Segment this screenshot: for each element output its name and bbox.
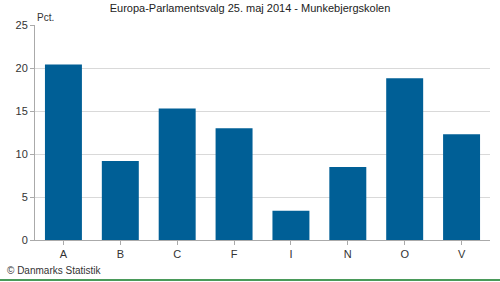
svg-text:5: 5	[22, 191, 28, 203]
svg-text:N: N	[344, 248, 352, 260]
svg-text:I: I	[289, 248, 292, 260]
svg-text:O: O	[400, 248, 409, 260]
svg-text:F: F	[231, 248, 238, 260]
svg-text:10: 10	[16, 148, 28, 160]
svg-text:0: 0	[22, 234, 28, 246]
svg-text:25: 25	[16, 19, 28, 31]
svg-text:A: A	[60, 248, 68, 260]
svg-text:Europa-Parlamentsvalg 25. maj: Europa-Parlamentsvalg 25. maj 2014 - Mun…	[110, 2, 391, 14]
svg-text:Pct.: Pct.	[37, 12, 54, 23]
svg-text:C: C	[173, 248, 181, 260]
svg-text:B: B	[117, 248, 124, 260]
svg-text:© Danmarks Statistik: © Danmarks Statistik	[7, 265, 102, 276]
svg-text:15: 15	[16, 105, 28, 117]
svg-text:20: 20	[16, 62, 28, 74]
svg-text:V: V	[458, 248, 466, 260]
